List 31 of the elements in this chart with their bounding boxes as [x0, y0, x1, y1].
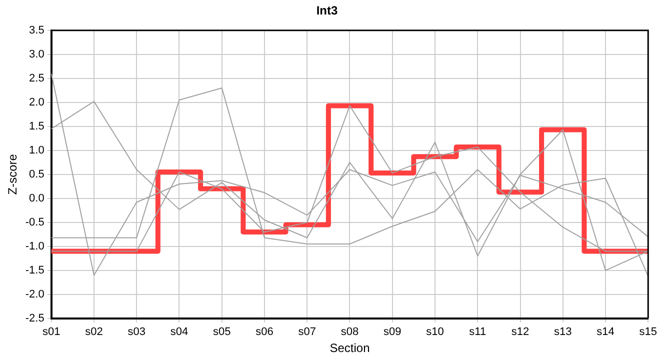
y-tick-label: 2.0 [29, 96, 44, 108]
x-tick-label: s04 [170, 326, 188, 338]
x-tick-label: s03 [128, 326, 146, 338]
x-tick-label: s09 [383, 326, 402, 338]
x-tick-label: s08 [340, 326, 359, 338]
x-tick-label: s15 [639, 326, 658, 338]
y-tick-label: -2.0 [25, 288, 44, 300]
chart-title: Int3 [316, 4, 338, 18]
y-tick-label: 1.5 [29, 120, 44, 132]
y-tick-label: 0.0 [29, 192, 44, 204]
x-tick-label: s10 [426, 326, 444, 338]
x-tick-label: s12 [511, 326, 530, 338]
y-tick-label: 3.0 [29, 48, 44, 60]
y-tick-label: -1.0 [25, 240, 44, 252]
x-axis-title: Section [330, 341, 370, 356]
x-tick-label: s05 [212, 326, 231, 338]
x-tick-label: s13 [554, 326, 572, 338]
x-tick-label: s07 [298, 326, 316, 338]
x-tick-label: s02 [85, 326, 103, 338]
y-tick-label: 3.5 [29, 24, 44, 36]
y-tick-label: -2.5 [25, 312, 44, 324]
y-tick-label: -0.5 [25, 216, 44, 228]
y-tick-label: 1.0 [29, 144, 44, 156]
x-tick-label: s11 [469, 326, 486, 338]
y-tick-label: 0.5 [29, 168, 44, 180]
y-tick-label: 2.5 [29, 72, 44, 84]
x-tick-label: s06 [256, 326, 274, 338]
x-tick-label: s14 [596, 326, 614, 338]
y-tick-label: -1.5 [25, 264, 44, 276]
x-tick-label: s01 [42, 326, 60, 338]
y-axis-title: Z-score [6, 154, 20, 195]
